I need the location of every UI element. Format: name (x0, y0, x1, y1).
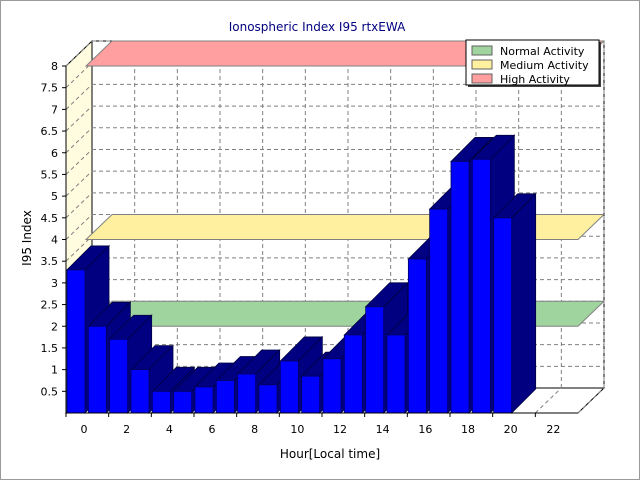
y-tick-label: 6.5 (41, 125, 59, 138)
bar-side (511, 192, 537, 414)
y-axis-label: I95 Index (20, 210, 34, 266)
bar-front (279, 360, 299, 414)
bar-front (407, 258, 427, 414)
gridline-wall (65, 105, 93, 132)
y-tick-label: 8 (51, 60, 58, 73)
legend-swatch (471, 45, 493, 56)
y-tick-label: 4.5 (41, 212, 59, 225)
bar-front (365, 306, 385, 414)
bar-front (87, 325, 107, 414)
bar-front (109, 338, 129, 414)
y-tick-label: 2.5 (41, 299, 59, 312)
x-tick-label: 22 (546, 423, 560, 436)
gridline-wall (65, 84, 93, 110)
bar-front (471, 158, 491, 414)
y-tick-label: 6 (51, 147, 58, 160)
legend-label: Normal Activity (500, 45, 585, 58)
bar-front (322, 358, 342, 414)
bar-front (215, 380, 235, 414)
bar-front (66, 269, 86, 414)
y-tick-label: 3 (51, 277, 58, 290)
x-tick-label: 14 (376, 423, 390, 436)
x-tick-label: 0 (81, 423, 88, 436)
legend-label: Medium Activity (500, 59, 589, 72)
x-tick-label: 18 (461, 423, 475, 436)
plot-area: 0.5 1 1.5 2 2.5 3 3.5 4 4.5 5 5.5 6 6.5 7 7.5 8 0 2 4 6 8 10 1… (41, 39, 606, 436)
y-tick-label: 4 (51, 234, 58, 247)
gridline-wall (65, 40, 93, 67)
bar-front (343, 334, 363, 414)
bar-front (386, 334, 406, 414)
y-tick-label: 0.5 (41, 385, 59, 398)
x-tick-label: 10 (290, 423, 304, 436)
y-tick-label: 5 (51, 190, 58, 203)
legend-swatch (471, 73, 493, 84)
gridline-wall (65, 149, 93, 175)
bar-front (151, 390, 171, 414)
gridline-wall (65, 170, 93, 197)
x-tick-label: 2 (123, 423, 130, 436)
bar-front (301, 375, 321, 414)
y-tick-label: 7.5 (41, 82, 59, 95)
gridline-wall (65, 62, 93, 89)
gridline-floor (577, 387, 605, 414)
y-tick-label: 2 (51, 320, 58, 333)
gridline-wall (65, 127, 93, 154)
x-tick-label: 8 (251, 423, 258, 436)
y-tick-label: 1 (51, 364, 58, 377)
gridline-wall (65, 235, 93, 262)
gridline-wall (65, 192, 93, 219)
bar-front (130, 369, 150, 414)
bar-front (450, 161, 470, 414)
bar (492, 192, 537, 414)
x-tick-label: 20 (504, 423, 518, 436)
gridline-floor (534, 387, 562, 414)
x-axis-label: Hour[Local time] (280, 447, 380, 461)
y-tick-label: 5.5 (41, 168, 59, 181)
legend-swatch (471, 59, 493, 70)
y-tick-label: 7 (51, 103, 58, 116)
bar-front (194, 386, 214, 414)
x-tick-label: 4 (166, 423, 173, 436)
bar-front (258, 384, 278, 414)
y-tick-label: 3.5 (41, 255, 59, 268)
bar-front (237, 373, 257, 414)
gridline-wall (65, 214, 93, 240)
x-tick-label: 16 (418, 423, 432, 436)
chart-title: Ionospheric Index I95 rtxEWA (229, 20, 406, 34)
x-tick-label: 12 (333, 423, 347, 436)
y-tick-label: 1.5 (41, 342, 59, 355)
bar-front (429, 208, 449, 414)
bar-front (173, 390, 193, 414)
legend-label: High Activity (500, 73, 570, 86)
bar-front (493, 217, 513, 414)
x-tick-label: 6 (209, 423, 216, 436)
